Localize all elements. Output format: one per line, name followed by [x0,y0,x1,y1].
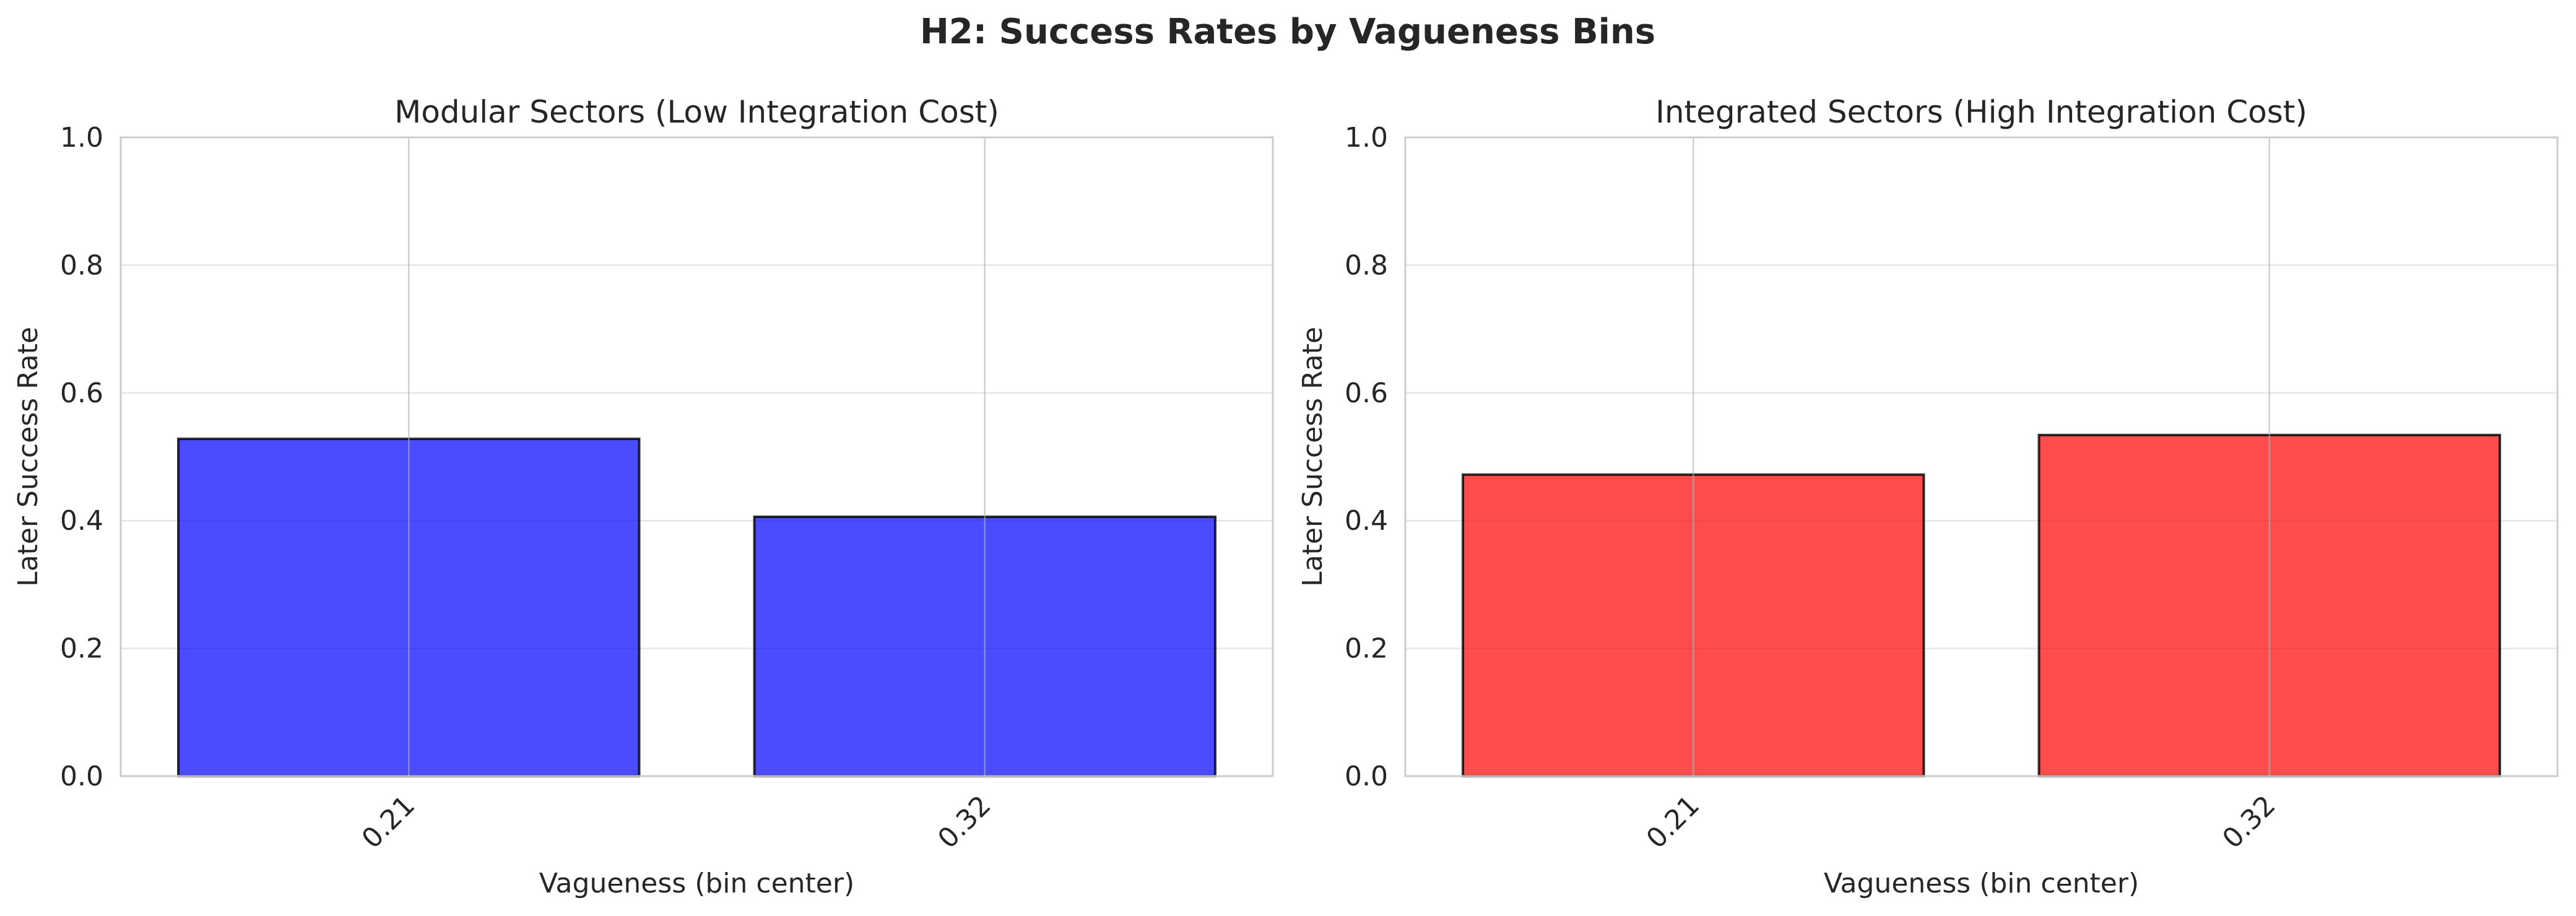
panel-2-ylabel: Later Success Rate [1297,327,1329,587]
panel-2-xtick-label: 0.32 [2216,790,2281,855]
panel-2-ytick-label: 0.2 [1345,633,1388,665]
panel-1-ylabel: Later Success Rate [12,327,44,587]
panel-2-xlabel: Vagueness (bin center) [1824,868,2139,899]
panel-2: Integrated Sectors (High Integration Cos… [1297,94,2559,899]
panel-1-ytick-label: 0.0 [60,761,103,792]
panel-2-xtick-label: 0.21 [1641,790,1706,855]
panel-1-ytick-label: 0.6 [60,378,103,409]
figure-suptitle: H2: Success Rates by Vagueness Bins [920,12,1655,52]
panel-1-xtick-label: 0.32 [932,790,997,855]
panel-2-ytick-label: 1.0 [1345,122,1388,153]
panel-2-title: Integrated Sectors (High Integration Cos… [1655,94,2307,130]
panel-2-ytick-label: 0.0 [1345,761,1388,792]
panel-1-ytick-label: 1.0 [60,122,103,153]
panel-1: Modular Sectors (Low Integration Cost) 0.… [12,94,1274,899]
panel-1-title: Modular Sectors (Low Integration Cost) [394,94,999,130]
panel-2-ytick-label: 0.4 [1345,505,1388,537]
panel-2-ytick-label: 0.6 [1345,378,1388,409]
panel-1-xtick-label: 0.21 [356,790,421,855]
panel-2-ytick-label: 0.8 [1345,249,1388,281]
panel-1-ytick-label: 0.4 [60,505,103,537]
panels: Modular Sectors (Low Integration Cost) 0.… [12,94,2559,899]
panel-1-frame [119,136,1274,777]
panel-1-ytick-label: 0.2 [60,633,103,665]
panel-2-frame [1404,136,2559,777]
panel-1-xlabel: Vagueness (bin center) [539,868,854,899]
panel-1-ytick-label: 0.8 [60,249,103,281]
